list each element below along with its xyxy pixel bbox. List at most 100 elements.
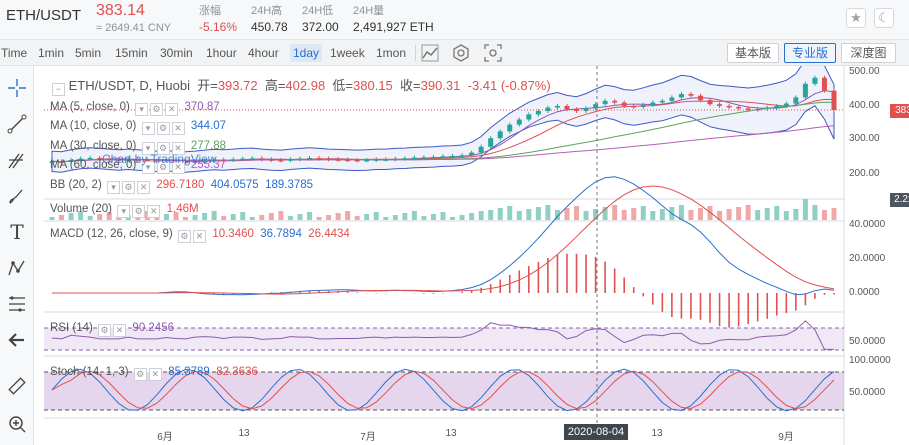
volume-bar bbox=[316, 217, 322, 220]
zoom-in-icon[interactable] bbox=[5, 412, 29, 436]
candle-body bbox=[678, 94, 684, 98]
volume-bar bbox=[516, 211, 522, 220]
interval-1mon[interactable]: 1mon bbox=[376, 46, 407, 60]
fib-icon[interactable] bbox=[5, 292, 29, 316]
candle-body bbox=[135, 159, 141, 161]
volume-bar bbox=[259, 215, 265, 220]
candle-body bbox=[783, 103, 789, 106]
candle-body bbox=[631, 105, 637, 108]
volume-bar bbox=[402, 213, 408, 220]
screenshot-icon[interactable] bbox=[484, 44, 502, 62]
candle-body bbox=[497, 131, 503, 139]
volume-bar bbox=[583, 211, 589, 220]
candle-body bbox=[383, 159, 389, 161]
star-icon[interactable]: ★ bbox=[846, 8, 866, 28]
candle-body bbox=[612, 100, 618, 103]
crosshair-date-tag: 2020-08-04 bbox=[564, 424, 628, 440]
trend-line-icon[interactable] bbox=[5, 112, 29, 136]
interval-4hour[interactable]: 4hour bbox=[248, 46, 279, 60]
volume-label-legend: Volume (20) bbox=[50, 203, 113, 215]
volume-bar bbox=[211, 211, 217, 220]
volume-bar bbox=[97, 214, 103, 220]
candle-body bbox=[116, 159, 122, 161]
candle-body bbox=[249, 158, 255, 160]
depth-chart-button[interactable]: 深度图 bbox=[841, 43, 896, 63]
macd-label: MACD (12, 26, close, 9) bbox=[50, 228, 173, 240]
candle-body bbox=[793, 97, 799, 104]
interval-15min[interactable]: 15min bbox=[115, 46, 148, 60]
ma10-legend: MA (10, close, 0) ▾ ⚙ ✕ 344.07 bbox=[50, 120, 227, 135]
volume-bar bbox=[230, 214, 236, 220]
version-basic-button[interactable]: 基本版 bbox=[727, 43, 779, 63]
moon-icon[interactable]: ☾ bbox=[874, 8, 894, 28]
macd-signal-line bbox=[52, 185, 835, 295]
change-label: 涨幅 bbox=[199, 5, 221, 17]
candle-body bbox=[564, 105, 570, 110]
volume-bar bbox=[440, 212, 446, 220]
macd-legend: MACD (12, 26, close, 9) ⚙ ✕ 10.3460 36.78… bbox=[50, 228, 350, 243]
volume-bar bbox=[726, 209, 732, 220]
back-arrow-icon[interactable] bbox=[5, 328, 29, 352]
volume-bar bbox=[354, 216, 360, 220]
version-pro-button[interactable]: 专业版 bbox=[784, 43, 836, 63]
ma30-label: MA (30, close, 0) bbox=[50, 140, 137, 152]
candle-body bbox=[459, 155, 465, 157]
stoch-k-value: 85.3789 bbox=[168, 366, 210, 378]
candle-body bbox=[202, 160, 208, 162]
candle-body bbox=[278, 159, 284, 162]
volume-bar bbox=[268, 213, 274, 220]
interval-5min[interactable]: 5min bbox=[75, 46, 102, 60]
interval-1day[interactable]: 1day bbox=[290, 44, 323, 62]
macd-panel bbox=[52, 176, 835, 328]
collapse-icon[interactable]: − bbox=[52, 83, 65, 96]
crosshair-icon[interactable] bbox=[5, 76, 29, 100]
candle-body bbox=[602, 100, 608, 105]
candle-body bbox=[59, 161, 65, 163]
volume-bar bbox=[612, 205, 618, 220]
chart-area[interactable]: − ETH/USDT, D, Huobi 开=393.72 高=402.98 低… bbox=[44, 66, 909, 445]
volume-bar bbox=[249, 217, 255, 220]
volume-bar bbox=[774, 206, 780, 220]
volume-bar bbox=[192, 215, 198, 220]
interval-1min[interactable]: 1min bbox=[38, 46, 65, 60]
pattern-icon[interactable] bbox=[5, 256, 29, 280]
interval-30min[interactable]: 30min bbox=[160, 46, 193, 60]
x-axis-label: 7月 bbox=[360, 432, 376, 443]
volume-bar bbox=[478, 211, 484, 220]
chart-canvas[interactable] bbox=[44, 66, 909, 445]
interval-1hour[interactable]: 1hour bbox=[206, 46, 237, 60]
change-legend: -3.41 (-0.87%) bbox=[467, 78, 551, 93]
volume-bar bbox=[697, 208, 703, 220]
high-value-legend: 402.98 bbox=[285, 78, 326, 93]
candle-body bbox=[259, 158, 265, 160]
candle-body bbox=[802, 83, 808, 98]
pitchfork-icon[interactable] bbox=[5, 148, 29, 172]
candle-body bbox=[411, 157, 417, 160]
volume-bar bbox=[812, 205, 818, 220]
candle-body bbox=[717, 104, 723, 106]
volume-bar bbox=[507, 206, 513, 220]
high-label-legend: 高= bbox=[264, 78, 286, 93]
interval-1week[interactable]: 1week bbox=[330, 46, 365, 60]
volume-bar bbox=[78, 211, 84, 220]
ma10-label: MA (10, close, 0) bbox=[50, 120, 137, 132]
volume-bar bbox=[526, 209, 532, 220]
candle-body bbox=[774, 105, 780, 108]
ma60-line bbox=[51, 125, 835, 163]
candle-style-icon[interactable] bbox=[421, 44, 439, 62]
volume-bar bbox=[745, 205, 751, 220]
ma5-legend: MA (5, close, 0) ▾ ⚙ ✕ 370.87 bbox=[50, 101, 220, 116]
candle-body bbox=[287, 159, 293, 161]
ruler-icon[interactable] bbox=[5, 374, 29, 398]
volume-bar bbox=[278, 211, 284, 220]
volume-bar bbox=[783, 211, 789, 220]
macd-signal-value: 26.4434 bbox=[308, 228, 350, 240]
text-icon[interactable]: T bbox=[10, 220, 24, 244]
interval-time[interactable]: Time bbox=[1, 46, 28, 60]
stoch-panel bbox=[44, 368, 844, 412]
indicator-settings-icon[interactable] bbox=[452, 44, 470, 62]
volume-tag: 2.22M bbox=[890, 193, 909, 207]
volume-bar bbox=[173, 212, 179, 220]
brush-icon[interactable] bbox=[5, 184, 29, 208]
candle-body bbox=[821, 77, 827, 91]
